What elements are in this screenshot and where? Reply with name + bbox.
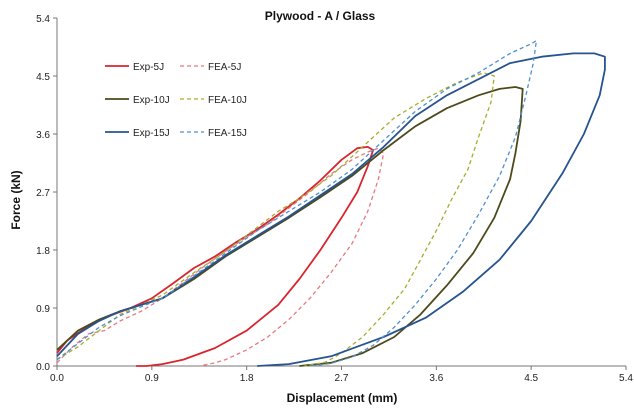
legend-label-exp-15j: Exp-15J [133, 128, 170, 139]
x-tick-label: 1.8 [240, 373, 254, 384]
y-tick-label: 0.9 [36, 304, 50, 315]
x-tick-label: 2.7 [335, 373, 349, 384]
legend: Exp-5J FEA-5J Exp-10J FEA-10J Exp-15J FEA-15J [105, 62, 247, 139]
y-tick-label: 5.4 [36, 14, 50, 25]
x-tick-label: 4.5 [524, 373, 538, 384]
y-axis-label: Force (kN) [9, 170, 23, 229]
legend-label-fea-15j: FEA-15J [208, 128, 247, 139]
y-tick-label: 0.0 [36, 362, 50, 373]
legend-label-exp-10j: Exp-10J [133, 95, 170, 106]
x-axis-label: Displacement (mm) [287, 391, 398, 405]
series-line-exp-5j [56, 145, 375, 367]
series-line-fea-5j [56, 147, 385, 367]
y-tick-label: 2.7 [36, 188, 50, 199]
x-tick-label: 0.9 [145, 373, 159, 384]
series-line-fea-10j [56, 72, 495, 367]
x-tick-label: 0.0 [50, 373, 64, 384]
y-tick-labels: 0.0 0.9 1.8 2.7 3.6 4.5 5.4 [36, 14, 57, 373]
x-tick-labels: 0.0 0.9 1.8 2.7 3.6 4.5 5.4 [50, 366, 633, 384]
series-lines [56, 39, 606, 367]
legend-label-fea-10j: FEA-10J [208, 95, 247, 106]
x-tick-label: 5.4 [619, 373, 633, 384]
series-line-fea-15j [56, 39, 538, 367]
y-tick-label: 1.8 [36, 246, 50, 257]
chart-title: Plywood - A / Glass [265, 9, 376, 23]
y-tick-label: 3.6 [36, 130, 50, 141]
series-line-exp-10j [56, 86, 524, 367]
legend-label-fea-5j: FEA-5J [208, 62, 241, 73]
legend-label-exp-5j: Exp-5J [133, 62, 164, 73]
y-tick-label: 4.5 [36, 72, 50, 83]
x-tick-label: 3.6 [429, 373, 443, 384]
